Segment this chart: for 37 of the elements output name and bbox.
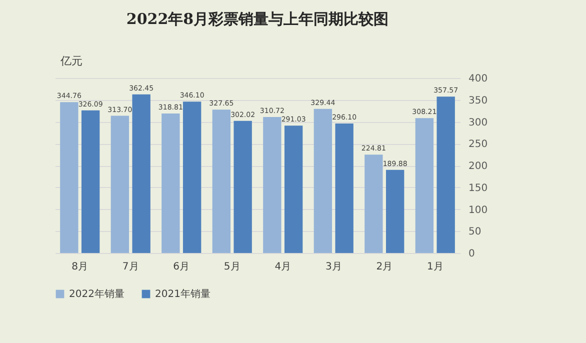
x-tick-label: 6月 [173, 262, 190, 272]
y-tick-label: 300 [468, 117, 488, 128]
y-tick-label: 200 [468, 161, 488, 172]
legend-label: 2021年销量 [155, 288, 210, 300]
y-tick-label: 0 [468, 248, 475, 260]
y-tick-label: 50 [468, 226, 482, 238]
y-tick-label: 100 [468, 204, 488, 216]
bar [212, 110, 231, 253]
x-tick-label: 7月 [122, 262, 139, 272]
bar [162, 114, 180, 253]
bar [415, 118, 434, 253]
bar [182, 102, 202, 253]
x-tick-label: 3月 [325, 262, 342, 272]
legend-label: 2022年销量 [69, 288, 124, 300]
x-tick-label: 1月 [426, 262, 444, 272]
bar [386, 170, 404, 253]
bar [335, 123, 354, 253]
y-axis-title: 亿元 [60, 54, 82, 68]
x-tick-label: 8月 [72, 262, 88, 272]
bar [263, 117, 282, 253]
x-tick-label: 2月 [376, 262, 393, 272]
x-tick-label: 5月 [224, 262, 240, 272]
y-tick-label: 350 [468, 95, 488, 106]
chart-title: 2022年8月彩票销量与上年同期比较图 [126, 10, 389, 28]
x-tick-label: 4月 [274, 262, 292, 272]
bar [364, 154, 383, 253]
bar [81, 110, 100, 253]
bar [284, 126, 303, 253]
bar [110, 116, 130, 253]
bar [436, 96, 455, 253]
y-tick-label: 150 [468, 182, 488, 194]
bar [60, 102, 78, 253]
y-tick-label: 250 [468, 139, 488, 150]
y-tick-label: 400 [468, 74, 488, 84]
bar [314, 108, 332, 253]
bar [234, 120, 252, 253]
bar [132, 94, 150, 253]
